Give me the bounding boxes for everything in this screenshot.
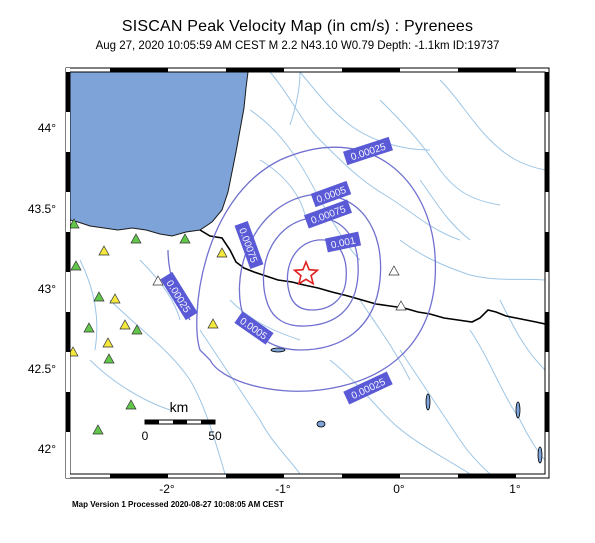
map-title: SISCAN Peak Velocity Map (in cm/s) : Pyr… bbox=[121, 18, 474, 35]
lon-tick-label: 1° bbox=[509, 482, 521, 496]
lakes bbox=[270, 347, 543, 464]
longitude-axis: -2° -1° 0° 1° bbox=[159, 482, 521, 496]
scale-unit: km bbox=[170, 399, 189, 415]
national-border bbox=[199, 229, 545, 325]
lat-tick-label: 43° bbox=[38, 282, 56, 296]
contour-label: 0.001 bbox=[324, 231, 362, 253]
station-triangle-icon[interactable] bbox=[131, 324, 143, 335]
station-triangle-icon[interactable] bbox=[388, 265, 400, 276]
sea-area bbox=[70, 72, 249, 237]
svg-text:0.001: 0.001 bbox=[330, 235, 357, 251]
lat-tick-label: 43.5° bbox=[28, 202, 56, 216]
station-triangle-icon[interactable] bbox=[102, 337, 114, 348]
station-triangle-icon[interactable] bbox=[69, 218, 80, 229]
station-triangle-icon[interactable] bbox=[98, 245, 110, 256]
station-triangle-icon[interactable] bbox=[93, 291, 105, 302]
lon-tick-label: -2° bbox=[159, 482, 175, 496]
lat-tick-label: 42° bbox=[38, 442, 56, 456]
station-triangle-icon[interactable] bbox=[103, 353, 115, 364]
map-subtitle: Aug 27, 2020 10:05:59 AM CEST M 2.2 N43.… bbox=[95, 40, 500, 52]
station-triangle-icon[interactable] bbox=[92, 424, 104, 435]
station-triangle-icon[interactable] bbox=[130, 233, 142, 244]
footer-note: Map Version 1 Processed 2020-08-27 10:08… bbox=[72, 500, 284, 509]
scale-bar: km 0 50 bbox=[142, 399, 222, 443]
lat-tick-label: 44° bbox=[38, 121, 56, 135]
station-triangle-icon[interactable] bbox=[152, 275, 164, 286]
lon-tick-label: 0° bbox=[393, 482, 405, 496]
station-triangle-icon[interactable] bbox=[179, 233, 191, 244]
lon-tick-label: -1° bbox=[275, 482, 291, 496]
station-triangle-icon[interactable] bbox=[395, 300, 407, 311]
station-triangle-icon[interactable] bbox=[125, 399, 137, 410]
stations bbox=[69, 218, 407, 435]
latitude-axis: 44° 43.5° 43° 42.5° 42° bbox=[28, 121, 56, 456]
station-triangle-icon[interactable] bbox=[216, 247, 228, 258]
scale-start: 0 bbox=[142, 429, 149, 443]
lat-tick-label: 42.5° bbox=[28, 362, 56, 376]
station-triangle-icon[interactable] bbox=[109, 293, 121, 304]
station-triangle-icon[interactable] bbox=[83, 322, 95, 333]
station-triangle-icon[interactable] bbox=[70, 260, 82, 271]
station-triangle-icon[interactable] bbox=[207, 318, 219, 329]
epicenter-star-icon[interactable] bbox=[292, 259, 320, 286]
map-frame bbox=[65, 67, 550, 479]
station-triangle-icon[interactable] bbox=[119, 319, 131, 330]
scale-end: 50 bbox=[208, 429, 222, 443]
